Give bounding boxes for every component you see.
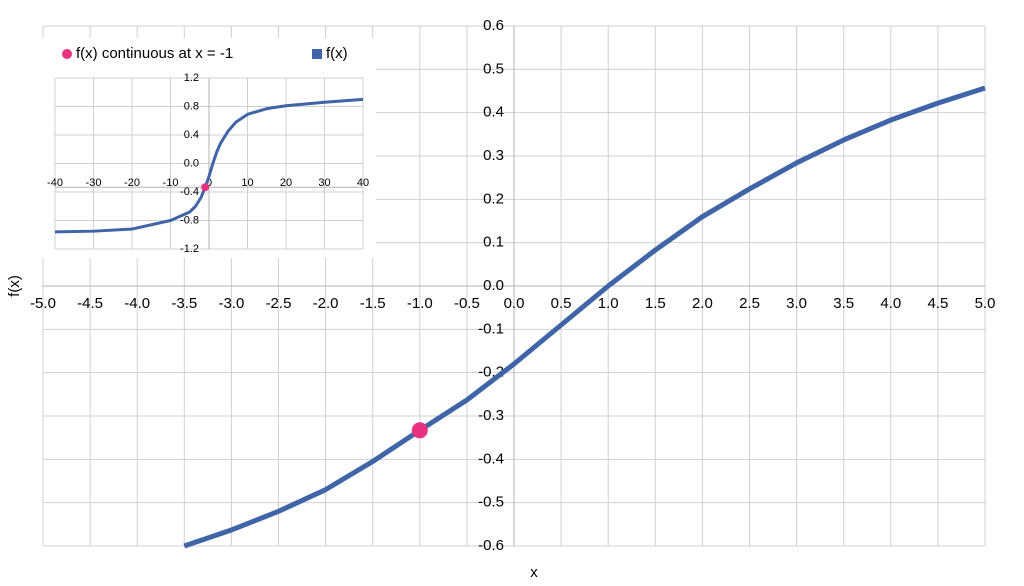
legend-marker — [62, 49, 72, 59]
y-tick-label: -0.4 — [180, 186, 199, 198]
y-tick-label: 0.4 — [184, 129, 199, 141]
inset-chart: -40 -30 -20 -10 0 10 20 30 40 1.2 0.8 0.4 0.0 -0.4 -0.… — [47, 72, 369, 255]
x-tick-label: 1.0 — [598, 295, 619, 312]
y-tick-label: 0.3 — [483, 147, 504, 164]
x-tick-label: -0.5 — [454, 295, 480, 312]
y-tick-label: 0.0 — [483, 277, 504, 294]
inset-background — [40, 38, 376, 258]
x-tick-label: 3.5 — [833, 295, 854, 312]
x-tick-label: -20 — [124, 177, 140, 189]
x-tick-label: -2.5 — [266, 295, 292, 312]
x-tick-label: 30 — [318, 177, 330, 189]
legend-label: f(x) continuous at x = -1 — [76, 45, 233, 62]
y-tick-label: 0.0 — [184, 157, 199, 169]
x-tick-label: 20 — [280, 177, 292, 189]
x-tick-label: 10 — [241, 177, 253, 189]
y-tick-label: -0.6 — [478, 537, 504, 554]
x-tick-label: 2.5 — [739, 295, 760, 312]
data-line — [183, 85, 986, 549]
x-tick-label: -30 — [86, 177, 102, 189]
y-tick-label: 0.6 — [483, 17, 504, 34]
x-tick-label: -1.5 — [360, 295, 386, 312]
x-tick-label: 3.0 — [786, 295, 807, 312]
legend-label: f(x) — [326, 45, 348, 62]
data-line — [54, 97, 364, 234]
x-tick-label: -40 — [47, 177, 63, 189]
data-point — [201, 183, 210, 192]
x-tick-label: -3.0 — [218, 295, 244, 312]
x-tick-label: -2.0 — [313, 295, 339, 312]
x-tick-label: -4.5 — [77, 295, 103, 312]
y-tick-label: 0.8 — [184, 100, 199, 112]
legend-marker — [312, 49, 322, 59]
legend: f(x) continuous at x = -1 f(x) — [62, 45, 348, 62]
x-tick-label: -1.0 — [407, 295, 433, 312]
x-tick-label: 0.0 — [504, 295, 525, 312]
x-tick-label: 0.5 — [551, 295, 572, 312]
y-tick-label: -0.5 — [478, 494, 504, 511]
y-tick-label: -0.8 — [180, 214, 199, 226]
x-tick-label: 0 — [206, 177, 212, 189]
y-tick-label: 0.1 — [483, 234, 504, 251]
x-tick-label: -10 — [163, 177, 179, 189]
y-tick-label: -1.2 — [180, 243, 199, 255]
x-axis-title: x — [530, 564, 538, 581]
y-tick-label: 0.2 — [483, 190, 504, 207]
y-tick-label: 0.5 — [483, 60, 504, 77]
x-tick-label: 2.0 — [692, 295, 713, 312]
y-tick-label: -0.4 — [478, 450, 504, 467]
y-tick-label: -0.1 — [478, 320, 504, 337]
x-tick-label: 1.5 — [645, 295, 666, 312]
y-tick-label: 0.4 — [483, 104, 504, 121]
x-tick-label: 4.5 — [927, 295, 948, 312]
x-tick-label: -3.5 — [171, 295, 197, 312]
x-tick-label: 4.0 — [880, 295, 901, 312]
x-tick-label: 40 — [357, 177, 369, 189]
x-tick-label: -4.0 — [124, 295, 150, 312]
y-tick-label: 1.2 — [184, 72, 199, 84]
data-point — [411, 422, 428, 439]
x-tick-label: 5.0 — [975, 295, 996, 312]
y-axis-title: f(x) — [6, 275, 23, 297]
x-tick-label: -5.0 — [30, 295, 56, 312]
y-tick-label: -0.3 — [478, 407, 504, 424]
